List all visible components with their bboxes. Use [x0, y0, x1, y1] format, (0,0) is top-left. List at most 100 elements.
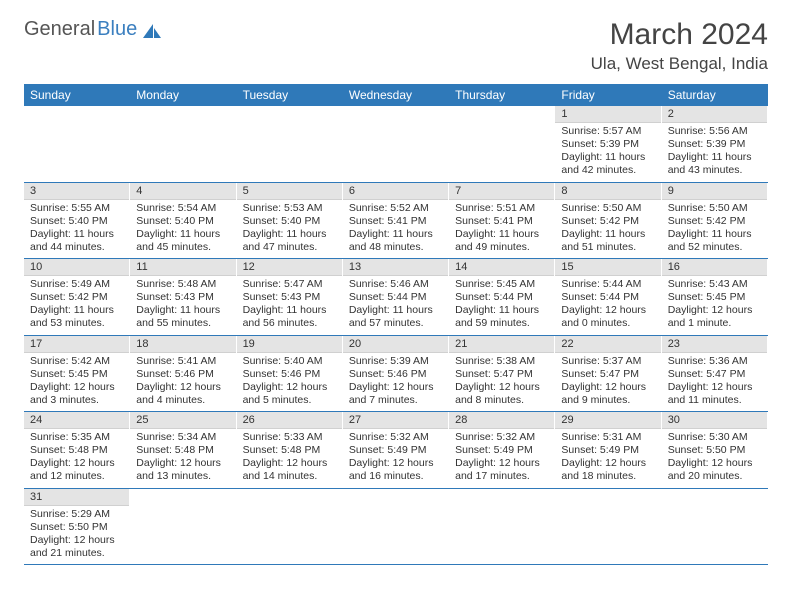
day-header: Friday: [555, 84, 661, 106]
day-header: Monday: [130, 84, 236, 106]
sunrise-line: Sunrise: 5:32 AM: [455, 431, 548, 444]
day-number: 24: [24, 412, 129, 429]
day-cell: [343, 106, 449, 182]
daylight-line: Daylight: 11 hours and 55 minutes.: [136, 304, 229, 330]
week-row: 10Sunrise: 5:49 AMSunset: 5:42 PMDayligh…: [24, 259, 768, 336]
sunset-line: Sunset: 5:48 PM: [30, 444, 123, 457]
day-number: 27: [343, 412, 448, 429]
day-content: Sunrise: 5:46 AMSunset: 5:44 PMDaylight:…: [343, 276, 448, 335]
day-content: Sunrise: 5:32 AMSunset: 5:49 PMDaylight:…: [449, 429, 554, 488]
day-number: 3: [24, 183, 129, 200]
day-cell: 19Sunrise: 5:40 AMSunset: 5:46 PMDayligh…: [237, 336, 343, 412]
day-header-row: SundayMondayTuesdayWednesdayThursdayFrid…: [24, 84, 768, 106]
week-row: 17Sunrise: 5:42 AMSunset: 5:45 PMDayligh…: [24, 336, 768, 413]
day-cell: 27Sunrise: 5:32 AMSunset: 5:49 PMDayligh…: [343, 412, 449, 488]
day-cell: 2Sunrise: 5:56 AMSunset: 5:39 PMDaylight…: [662, 106, 768, 182]
sunrise-line: Sunrise: 5:34 AM: [136, 431, 229, 444]
sunrise-line: Sunrise: 5:55 AM: [30, 202, 123, 215]
day-content: Sunrise: 5:34 AMSunset: 5:48 PMDaylight:…: [130, 429, 235, 488]
sunrise-line: Sunrise: 5:43 AM: [668, 278, 761, 291]
day-content: Sunrise: 5:55 AMSunset: 5:40 PMDaylight:…: [24, 200, 129, 259]
day-content: Sunrise: 5:50 AMSunset: 5:42 PMDaylight:…: [662, 200, 767, 259]
sunset-line: Sunset: 5:40 PM: [30, 215, 123, 228]
day-content: Sunrise: 5:30 AMSunset: 5:50 PMDaylight:…: [662, 429, 767, 488]
day-content: Sunrise: 5:53 AMSunset: 5:40 PMDaylight:…: [237, 200, 342, 259]
sunset-line: Sunset: 5:43 PM: [136, 291, 229, 304]
day-number: 7: [449, 183, 554, 200]
day-cell: 25Sunrise: 5:34 AMSunset: 5:48 PMDayligh…: [130, 412, 236, 488]
sunset-line: Sunset: 5:43 PM: [243, 291, 336, 304]
day-content: Sunrise: 5:56 AMSunset: 5:39 PMDaylight:…: [662, 123, 767, 182]
day-number: 23: [662, 336, 767, 353]
day-number: 17: [24, 336, 129, 353]
sunset-line: Sunset: 5:47 PM: [668, 368, 761, 381]
sunrise-line: Sunrise: 5:46 AM: [349, 278, 442, 291]
sunset-line: Sunset: 5:41 PM: [349, 215, 442, 228]
daylight-line: Daylight: 12 hours and 17 minutes.: [455, 457, 548, 483]
day-content: Sunrise: 5:32 AMSunset: 5:49 PMDaylight:…: [343, 429, 448, 488]
daylight-line: Daylight: 11 hours and 42 minutes.: [561, 151, 654, 177]
day-number: 9: [662, 183, 767, 200]
day-number: 22: [555, 336, 660, 353]
sail-icon: [141, 22, 163, 40]
daylight-line: Daylight: 11 hours and 48 minutes.: [349, 228, 442, 254]
sunset-line: Sunset: 5:45 PM: [668, 291, 761, 304]
sunrise-line: Sunrise: 5:33 AM: [243, 431, 336, 444]
sunrise-line: Sunrise: 5:51 AM: [455, 202, 548, 215]
daylight-line: Daylight: 12 hours and 18 minutes.: [561, 457, 654, 483]
daylight-line: Daylight: 11 hours and 57 minutes.: [349, 304, 442, 330]
sunset-line: Sunset: 5:44 PM: [455, 291, 548, 304]
sunset-line: Sunset: 5:39 PM: [561, 138, 654, 151]
sunrise-line: Sunrise: 5:53 AM: [243, 202, 336, 215]
daylight-line: Daylight: 12 hours and 5 minutes.: [243, 381, 336, 407]
sunset-line: Sunset: 5:42 PM: [561, 215, 654, 228]
sunset-line: Sunset: 5:45 PM: [30, 368, 123, 381]
sunrise-line: Sunrise: 5:31 AM: [561, 431, 654, 444]
sunset-line: Sunset: 5:49 PM: [561, 444, 654, 457]
sunrise-line: Sunrise: 5:39 AM: [349, 355, 442, 368]
sunset-line: Sunset: 5:46 PM: [136, 368, 229, 381]
day-content: Sunrise: 5:36 AMSunset: 5:47 PMDaylight:…: [662, 353, 767, 412]
day-number: 21: [449, 336, 554, 353]
day-cell: 11Sunrise: 5:48 AMSunset: 5:43 PMDayligh…: [130, 259, 236, 335]
sunset-line: Sunset: 5:49 PM: [349, 444, 442, 457]
day-number: 14: [449, 259, 554, 276]
week-row: 1Sunrise: 5:57 AMSunset: 5:39 PMDaylight…: [24, 106, 768, 183]
daylight-line: Daylight: 12 hours and 16 minutes.: [349, 457, 442, 483]
daylight-line: Daylight: 12 hours and 9 minutes.: [561, 381, 654, 407]
day-cell: 9Sunrise: 5:50 AMSunset: 5:42 PMDaylight…: [662, 183, 768, 259]
day-cell: 16Sunrise: 5:43 AMSunset: 5:45 PMDayligh…: [662, 259, 768, 335]
sunset-line: Sunset: 5:47 PM: [455, 368, 548, 381]
location: Ula, West Bengal, India: [591, 54, 768, 74]
week-row: 31Sunrise: 5:29 AMSunset: 5:50 PMDayligh…: [24, 489, 768, 566]
day-content: Sunrise: 5:52 AMSunset: 5:41 PMDaylight:…: [343, 200, 448, 259]
day-content: Sunrise: 5:43 AMSunset: 5:45 PMDaylight:…: [662, 276, 767, 335]
daylight-line: Daylight: 12 hours and 0 minutes.: [561, 304, 654, 330]
day-content: Sunrise: 5:54 AMSunset: 5:40 PMDaylight:…: [130, 200, 235, 259]
day-cell: 1Sunrise: 5:57 AMSunset: 5:39 PMDaylight…: [555, 106, 661, 182]
daylight-line: Daylight: 12 hours and 14 minutes.: [243, 457, 336, 483]
day-number: [237, 106, 342, 122]
daylight-line: Daylight: 11 hours and 53 minutes.: [30, 304, 123, 330]
day-content: Sunrise: 5:38 AMSunset: 5:47 PMDaylight:…: [449, 353, 554, 412]
day-number: 8: [555, 183, 660, 200]
daylight-line: Daylight: 12 hours and 12 minutes.: [30, 457, 123, 483]
day-content: Sunrise: 5:35 AMSunset: 5:48 PMDaylight:…: [24, 429, 129, 488]
day-cell: 29 Sunrise: 5:31 AMSunset: 5:49 PMDayligh…: [555, 412, 661, 488]
sunrise-line: Sunrise: 5:57 AM: [561, 125, 654, 138]
daylight-line: Daylight: 11 hours and 44 minutes.: [30, 228, 123, 254]
day-cell: [237, 489, 343, 565]
daylight-line: Daylight: 12 hours and 13 minutes.: [136, 457, 229, 483]
sunrise-line: Sunrise: 5:45 AM: [455, 278, 548, 291]
daylight-line: Daylight: 12 hours and 3 minutes.: [30, 381, 123, 407]
day-content: Sunrise: 5:44 AMSunset: 5:44 PMDaylight:…: [555, 276, 660, 335]
calendar-weeks: 1Sunrise: 5:57 AMSunset: 5:39 PMDaylight…: [24, 106, 768, 565]
day-cell: 5Sunrise: 5:53 AMSunset: 5:40 PMDaylight…: [237, 183, 343, 259]
day-number: 12: [237, 259, 342, 276]
day-number: 29: [555, 412, 660, 429]
daylight-line: Daylight: 12 hours and 8 minutes.: [455, 381, 548, 407]
day-number: [343, 106, 448, 122]
day-cell: 17Sunrise: 5:42 AMSunset: 5:45 PMDayligh…: [24, 336, 130, 412]
sunrise-line: Sunrise: 5:50 AM: [561, 202, 654, 215]
sunrise-line: Sunrise: 5:38 AM: [455, 355, 548, 368]
